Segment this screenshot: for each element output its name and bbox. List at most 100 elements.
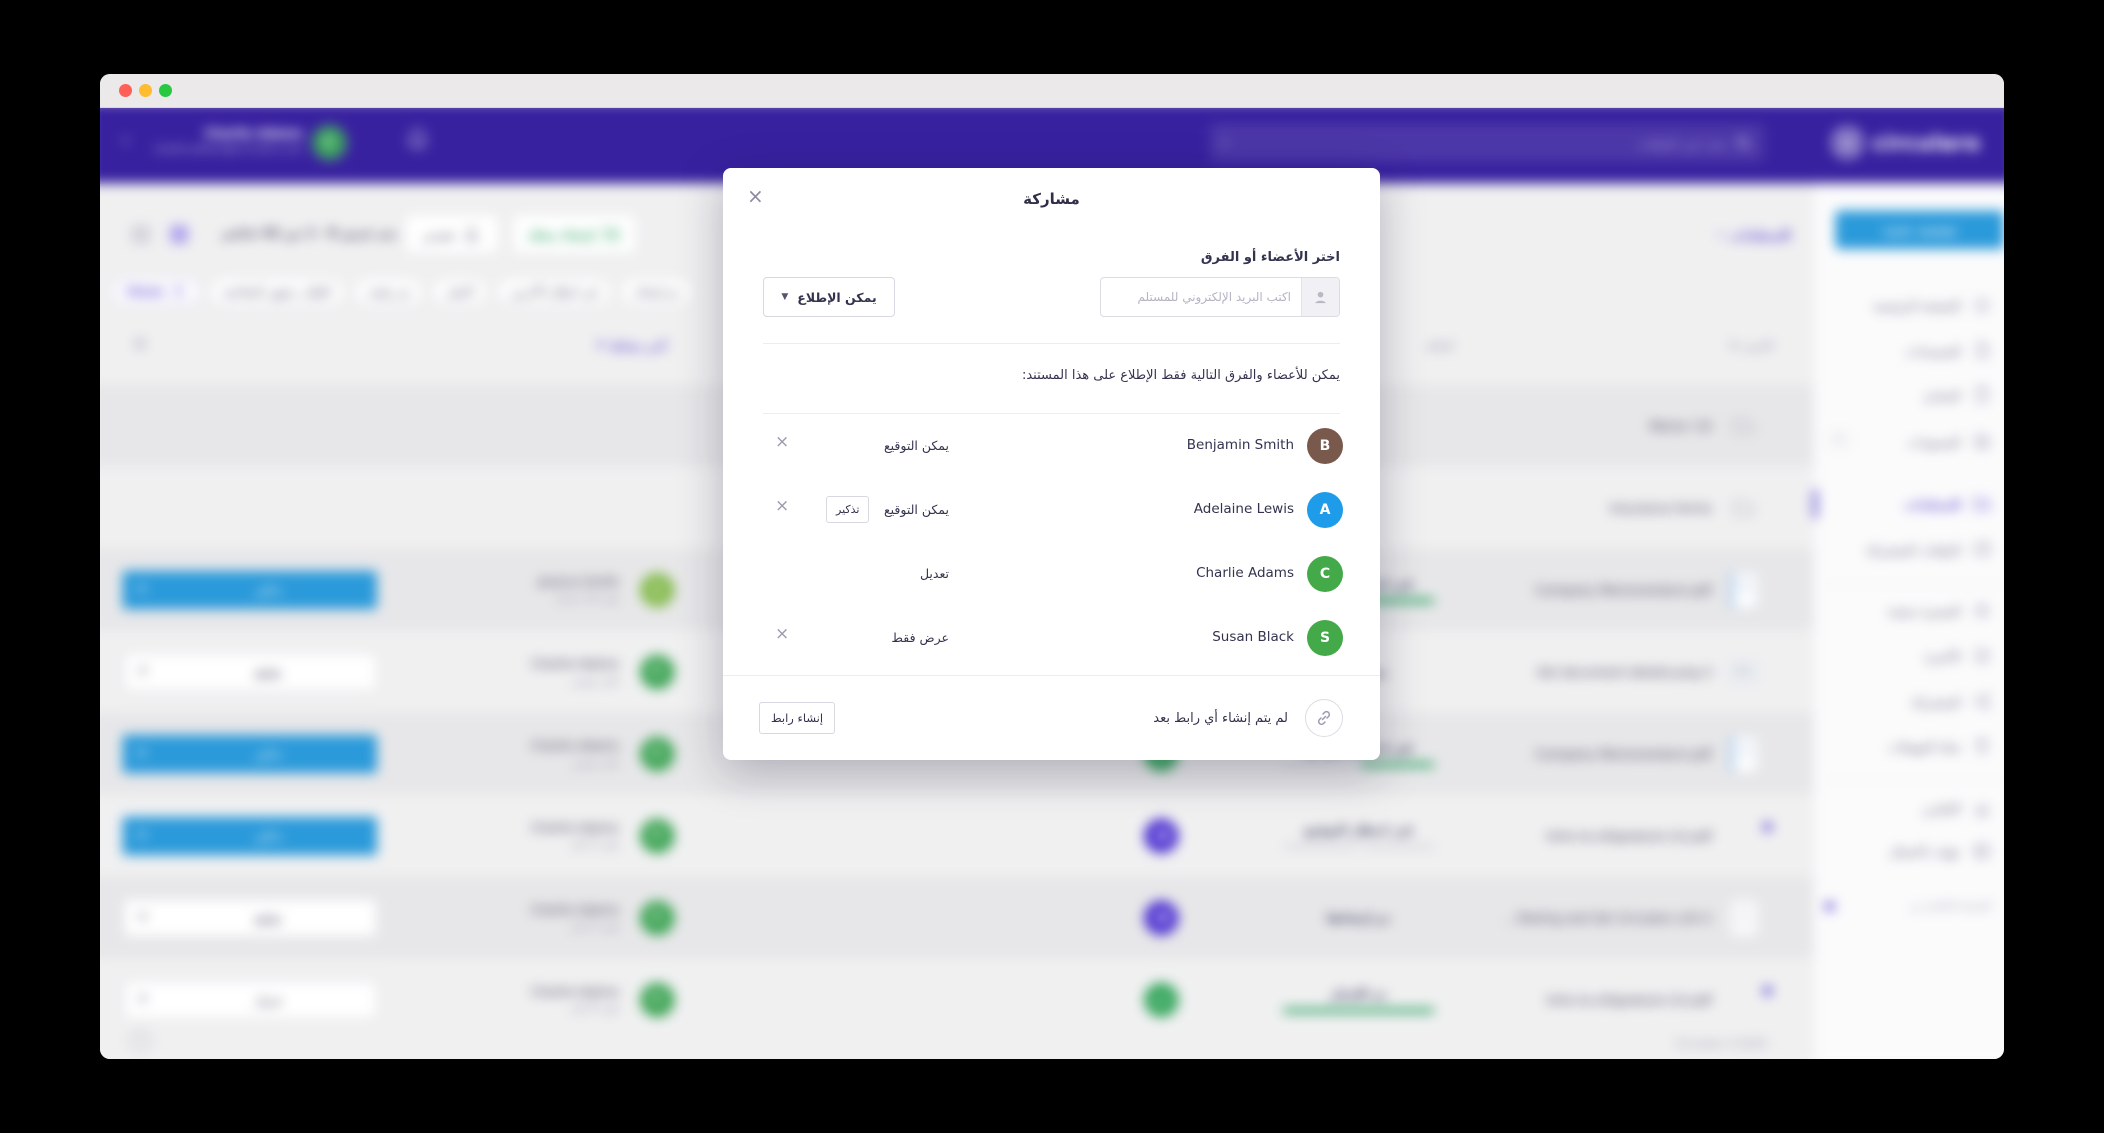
grid-view-toggle-icon[interactable] xyxy=(131,225,150,244)
table-row[interactable]: 8.3 3 Set document details.png تم إنشائه… xyxy=(100,631,1813,713)
close-icon[interactable]: × xyxy=(747,184,764,208)
item-name[interactable]: Intro to eSignature (2).pdf xyxy=(1546,991,1712,1008)
app-header: circularo بحث في الملفات ▾ C Charlie Ada… xyxy=(100,102,2004,184)
status-icon-created xyxy=(1144,900,1179,935)
help-button[interactable]: ? xyxy=(129,1030,152,1053)
owner-name: Charlie Adams xyxy=(530,738,619,753)
items-count-text: يتم عرض 8 - 1 من 62 عناصر xyxy=(221,225,397,240)
sidebar-item-contacts[interactable]: جهات الاتصال xyxy=(1813,831,2004,871)
sign-action-button[interactable]: توقيع ▼ xyxy=(121,652,377,691)
column-header-activity[interactable]: آخر نشاط ▼ xyxy=(597,339,666,353)
filter-chip-expired[interactable]: الطلب منتهي الصلاحية xyxy=(209,278,345,305)
remind-member-button[interactable]: تذكير xyxy=(826,496,870,523)
user-menu-caret-icon[interactable]: ▾ xyxy=(122,135,129,147)
table-settings-gear-icon[interactable]: ⚙ xyxy=(133,335,147,354)
sidebar-item-drafts[interactable]: المسودات 15 xyxy=(1813,421,2004,461)
item-name[interactable]: 3 Set document details.png xyxy=(1536,663,1712,680)
export-button[interactable]: تصدير xyxy=(404,213,500,255)
sidebar-item-home[interactable]: الصفحة الرئيسية xyxy=(1813,284,2004,324)
download-action-button[interactable]: تنزيل ▼ xyxy=(121,980,377,1019)
sidebar-item-folders[interactable]: المجلدات xyxy=(1813,484,2004,524)
status-text: تم إنشاءها xyxy=(1327,910,1391,925)
table-row[interactable]: Insurance forms xyxy=(100,467,1813,549)
sidebar-item-starred[interactable]: المميزة بنجمة xyxy=(1813,590,2004,630)
item-name[interactable]: Memo '24 xyxy=(1649,418,1712,434)
remove-member-icon[interactable]: × xyxy=(775,496,790,516)
action-dropdown-caret-icon[interactable]: ▼ xyxy=(121,570,160,609)
action-dropdown-caret-icon[interactable]: ▼ xyxy=(121,816,160,855)
sidebar-item-recent[interactable]: الأخيرة xyxy=(1813,636,2004,676)
user-avatar[interactable]: C xyxy=(312,125,347,160)
template-icon xyxy=(1973,386,1991,404)
image-thumbnail: 8.3 xyxy=(1728,660,1759,683)
recipient-email-field[interactable] xyxy=(1100,277,1340,317)
sidebar-item-documents[interactable]: المستندات xyxy=(1813,330,2004,370)
item-name[interactable]: Company Memorandum.pdf xyxy=(1534,581,1712,598)
sidebar-item-reports[interactable]: التقارير xyxy=(1813,787,2004,827)
action-dropdown-caret-icon[interactable]: ▼ xyxy=(122,653,161,690)
shared-folder-icon xyxy=(1973,540,1991,558)
link-status-text: لم يتم إنشاء أي رابط بعد xyxy=(1153,710,1288,726)
search-scope-caret-icon[interactable]: ▾ xyxy=(1222,137,1228,149)
activity-time: قبل 9 أيام xyxy=(571,1001,619,1015)
sidebar-item-shared-files[interactable]: الملفات المشتركة xyxy=(1813,529,2004,569)
item-name[interactable]: Testing and QA Circularo v24 2... xyxy=(1504,909,1712,926)
sign-action-button[interactable]: توقيع ▼ xyxy=(121,898,377,937)
permission-dropdown[interactable]: يمكن الإطلاع ▼ xyxy=(763,277,895,317)
sidebar-item-shared[interactable]: المشتركة xyxy=(1813,681,2004,721)
active-item-indicator xyxy=(1813,489,1818,519)
search-icon xyxy=(1735,134,1752,151)
breadcrumb-label: المجلدات xyxy=(1730,227,1791,244)
remind-action-button[interactable]: تذكير ▼ xyxy=(121,734,377,773)
contacts-icon xyxy=(1973,842,1991,860)
remind-action-button[interactable]: تذكير ▼ xyxy=(121,816,377,855)
search-input[interactable]: بحث في الملفات ▾ xyxy=(1209,123,1765,163)
table-row[interactable]: Testing and QA Circularo v24 2... تم إنش… xyxy=(100,876,1814,959)
views-filter-chip[interactable]: Views 3 xyxy=(112,278,200,305)
status-cell: تم الإنجاز xyxy=(1273,986,1445,1013)
list-view-toggle-icon[interactable] xyxy=(170,225,189,244)
item-name[interactable]: Company Memorandum.pdf xyxy=(1534,745,1712,762)
circularo-logo[interactable]: circularo xyxy=(1831,127,1993,159)
filter-chip-rejected[interactable]: تم رفضه xyxy=(354,278,423,305)
modal-footer: لم يتم إنشاء أي رابط بعد إنشاء رابط xyxy=(723,675,1380,760)
member-permission: يمكن التوقيع xyxy=(883,502,949,517)
remind-action-button[interactable]: تذكير ▼ xyxy=(121,570,377,609)
column-header-status[interactable]: الحالة xyxy=(1426,339,1454,354)
sidebar-item-templates[interactable]: النماذج xyxy=(1813,375,2004,415)
action-dropdown-caret-icon[interactable]: ▼ xyxy=(122,899,161,936)
create-folder-button[interactable]: إنشاء مجلد xyxy=(511,213,638,255)
user-name: Charlie Adams xyxy=(204,126,304,141)
column-header-name[interactable]: الاسم ▲▼ xyxy=(1728,339,1773,353)
filter-chip-completed[interactable]: اكتمل xyxy=(433,278,488,305)
export-label: تصدير xyxy=(423,226,456,242)
close-window-button[interactable] xyxy=(119,84,132,97)
last-activity-cell: Charlie Adams قبل 3 أيام xyxy=(447,820,619,850)
create-link-button[interactable]: إنشاء رابط xyxy=(759,702,835,734)
sidebar-item-label: المميزة بنجمة xyxy=(1887,602,1961,618)
table-row[interactable]: Intro to eSignature (2).pdf في انتظار ال… xyxy=(100,795,1813,877)
item-name[interactable]: Intro to eSignature (2).pdf xyxy=(1546,827,1712,844)
action-dropdown-caret-icon[interactable]: ▼ xyxy=(121,734,160,773)
member-name: Adelaine Lewis xyxy=(1193,501,1294,517)
zoom-window-button[interactable] xyxy=(159,84,172,97)
recipient-email-input[interactable] xyxy=(1101,278,1301,316)
sidebar: مستند جديد الصفحة الرئيسية المستندات الن… xyxy=(1813,183,2004,1059)
new-document-button[interactable]: مستند جديد xyxy=(1835,210,2004,250)
filter-chip-created[interactable]: تم إنشائه xyxy=(620,278,692,305)
pdf-thumbnail xyxy=(1730,571,1759,608)
breadcrumb[interactable]: المجلدات ▾ xyxy=(1718,228,1790,244)
action-dropdown-caret-icon[interactable]: ▼ xyxy=(122,981,161,1018)
circularo-logo-icon xyxy=(1831,127,1863,159)
filter-chip-waiting-others[interactable]: في انتظار الآخرين xyxy=(497,278,611,305)
remove-member-icon[interactable]: × xyxy=(775,624,790,644)
minimize-window-button[interactable] xyxy=(139,84,152,97)
user-info[interactable]: Charlie Adams charlie.adams@circularo.co… xyxy=(141,126,304,155)
notifications-bell-icon[interactable] xyxy=(404,127,430,157)
sidebar-item-trash[interactable]: سلة المهملات xyxy=(1813,726,2004,766)
remove-member-icon[interactable]: × xyxy=(775,432,790,452)
plan-version-row[interactable]: النسخة الخاصة بي xyxy=(1813,900,2004,912)
table-row[interactable]: Intro to eSignature (2).pdf تم الإنجاز C… xyxy=(100,958,1813,1040)
item-name[interactable]: Insurance forms xyxy=(1609,500,1712,516)
home-icon xyxy=(1973,296,1991,314)
